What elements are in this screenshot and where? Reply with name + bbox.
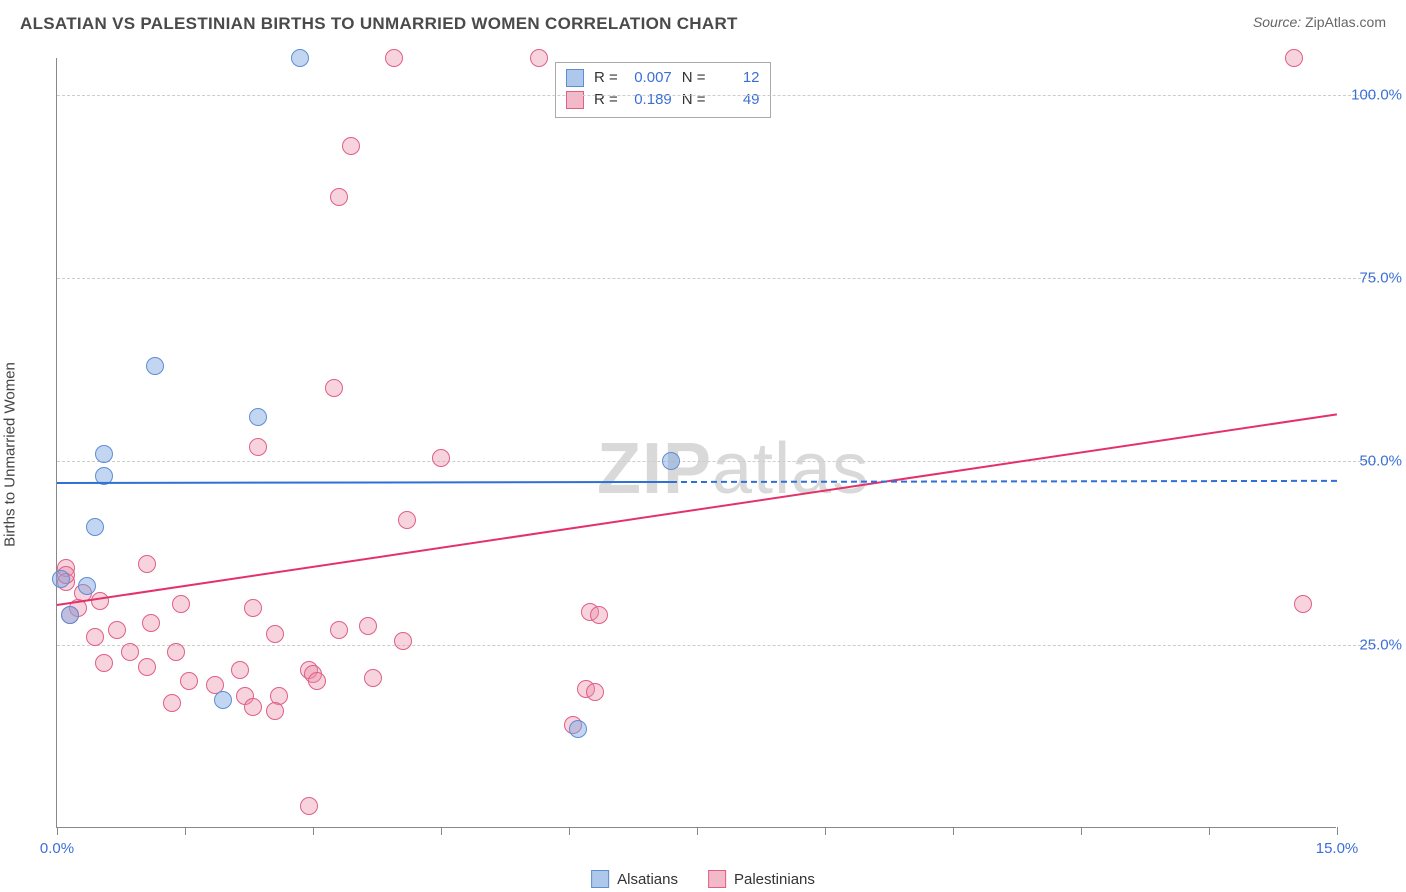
data-point: [244, 698, 262, 716]
data-point: [249, 438, 267, 456]
data-point: [231, 661, 249, 679]
data-point: [385, 49, 403, 67]
data-point: [95, 654, 113, 672]
x-tick: [57, 827, 58, 835]
legend-label: Alsatians: [617, 871, 678, 888]
gridline: [57, 461, 1376, 462]
x-tick: [697, 827, 698, 835]
gridline: [57, 645, 1376, 646]
data-point: [61, 606, 79, 624]
data-point: [590, 606, 608, 624]
x-tick: [569, 827, 570, 835]
stat-n-value: 49: [716, 89, 760, 111]
data-point: [398, 511, 416, 529]
data-point: [121, 643, 139, 661]
y-axis-label: Births to Unmarried Women: [2, 362, 19, 547]
legend-item: Alsatians: [591, 870, 678, 888]
legend-label: Palestinians: [734, 871, 815, 888]
data-point: [569, 720, 587, 738]
trend-line: [57, 481, 671, 484]
data-point: [291, 49, 309, 67]
chart-title: ALSATIAN VS PALESTINIAN BIRTHS TO UNMARR…: [20, 14, 738, 33]
data-point: [142, 614, 160, 632]
legend-swatch: [591, 870, 609, 888]
x-tick: [1081, 827, 1082, 835]
stats-legend-box: R = 0.007 N = 12 R = 0.189 N = 49: [555, 62, 771, 118]
stat-r-value: 0.189: [628, 89, 672, 111]
y-tick-label: 75.0%: [1359, 270, 1402, 287]
data-point: [586, 683, 604, 701]
data-point: [91, 592, 109, 610]
data-point: [86, 518, 104, 536]
x-tick: [1209, 827, 1210, 835]
stat-r-label: R =: [594, 89, 618, 111]
data-point: [1294, 595, 1312, 613]
data-point: [78, 577, 96, 595]
x-tick-label: 0.0%: [40, 840, 74, 857]
gridline: [57, 95, 1376, 96]
y-tick-label: 50.0%: [1359, 453, 1402, 470]
source-attribution: Source: ZipAtlas.com: [1253, 14, 1386, 30]
bottom-legend: Alsatians Palestinians: [591, 870, 815, 888]
stat-r-label: R =: [594, 67, 618, 89]
data-point: [214, 691, 232, 709]
data-point: [330, 621, 348, 639]
stat-n-label: N =: [682, 89, 706, 111]
data-point: [1285, 49, 1303, 67]
data-point: [308, 672, 326, 690]
data-point: [432, 449, 450, 467]
data-point: [108, 621, 126, 639]
data-point: [266, 702, 284, 720]
data-point: [359, 617, 377, 635]
stat-n-value: 12: [716, 67, 760, 89]
y-tick-label: 100.0%: [1351, 86, 1402, 103]
data-point: [342, 137, 360, 155]
x-tick: [313, 827, 314, 835]
x-tick-label: 15.0%: [1316, 840, 1359, 857]
data-point: [180, 672, 198, 690]
data-point: [146, 357, 164, 375]
data-point: [266, 625, 284, 643]
legend-swatch: [566, 69, 584, 87]
chart-header: ALSATIAN VS PALESTINIAN BIRTHS TO UNMARR…: [20, 14, 1386, 44]
data-point: [163, 694, 181, 712]
x-tick: [825, 827, 826, 835]
data-point: [249, 408, 267, 426]
stat-r-value: 0.007: [628, 67, 672, 89]
scatter-plot: ZIPatlas R =0.007N =12R =0.189N =49 25.0…: [56, 58, 1336, 828]
legend-swatch: [708, 870, 726, 888]
data-point: [364, 669, 382, 687]
stats-row: R = 0.189 N = 49: [566, 89, 760, 111]
data-point: [300, 797, 318, 815]
stat-n-label: N =: [682, 67, 706, 89]
data-point: [330, 188, 348, 206]
x-tick: [1337, 827, 1338, 835]
x-tick: [953, 827, 954, 835]
x-tick: [185, 827, 186, 835]
data-point: [530, 49, 548, 67]
watermark-zip: ZIP: [597, 429, 712, 509]
watermark-atlas: atlas: [712, 429, 869, 509]
source-value: ZipAtlas.com: [1305, 14, 1386, 30]
data-point: [172, 595, 190, 613]
data-point: [662, 452, 680, 470]
data-point: [394, 632, 412, 650]
legend-item: Palestinians: [708, 870, 815, 888]
data-point: [52, 570, 70, 588]
data-point: [138, 555, 156, 573]
stats-row: R = 0.007 N = 12: [566, 67, 760, 89]
y-tick-label: 25.0%: [1359, 636, 1402, 653]
data-point: [138, 658, 156, 676]
data-point: [86, 628, 104, 646]
data-point: [325, 379, 343, 397]
x-tick: [441, 827, 442, 835]
gridline: [57, 278, 1376, 279]
data-point: [244, 599, 262, 617]
source-label: Source:: [1253, 14, 1301, 30]
data-point: [95, 445, 113, 463]
watermark: ZIPatlas: [597, 428, 869, 510]
trend-line: [671, 480, 1337, 483]
data-point: [167, 643, 185, 661]
